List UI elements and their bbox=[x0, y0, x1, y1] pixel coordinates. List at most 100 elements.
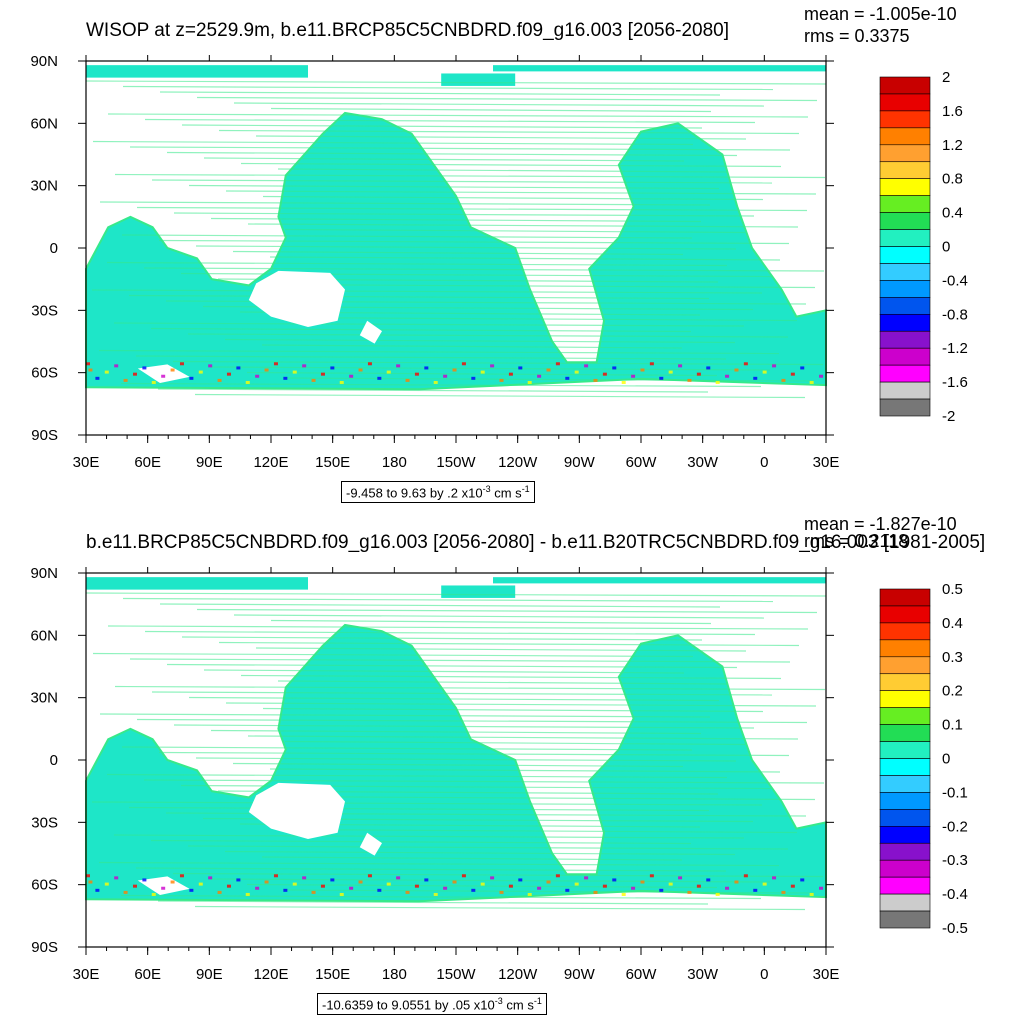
range-unit: cm s bbox=[490, 485, 522, 501]
colorbar-label: 0.4 bbox=[942, 615, 963, 632]
rms-value: rms = 0.2118 bbox=[804, 531, 909, 551]
lon-tick-label: 120E bbox=[253, 454, 288, 471]
top-panel: WISOP at z=2529.9m, b.e11.BRCP85C5CNBDRD… bbox=[30, 4, 968, 504]
colorbar-label: 0.3 bbox=[942, 649, 963, 666]
lon-tick-label: 30W bbox=[687, 454, 719, 471]
colorbar-swatch bbox=[879, 398, 931, 417]
lon-tick-label: 150E bbox=[315, 966, 350, 983]
colorbar-swatch bbox=[879, 297, 931, 315]
lat-tick-label: 30N bbox=[30, 690, 58, 707]
colorbar-label: -0.5 bbox=[942, 920, 968, 937]
colorbar-swatch bbox=[879, 775, 931, 793]
lon-tick-label: 30W bbox=[687, 966, 719, 983]
colorbar-swatch bbox=[879, 758, 931, 776]
lon-tick-label: 180 bbox=[382, 454, 407, 471]
range-unit-exponent: -1 bbox=[533, 996, 542, 1006]
lon-tick-label: 0 bbox=[760, 454, 768, 471]
colorbar-swatch bbox=[879, 127, 931, 146]
colorbar-swatch bbox=[879, 724, 931, 742]
ocean-field bbox=[85, 577, 827, 911]
lon-tick-label: 90W bbox=[564, 966, 596, 983]
colorbar-label: 1.6 bbox=[942, 103, 963, 120]
colorbar-label: 0.4 bbox=[942, 205, 963, 222]
colorbar-swatch bbox=[879, 690, 931, 708]
rms-value: rms = 0.3375 bbox=[804, 26, 910, 46]
colorbar-swatch bbox=[879, 263, 931, 281]
colorbar-swatch bbox=[879, 842, 931, 861]
colorbar-swatch bbox=[879, 792, 931, 810]
contour-range-info: -10.6359 to 9.0551 by .05 x10-3 cm s-1 bbox=[317, 993, 547, 1016]
range-exponent: -3 bbox=[494, 996, 503, 1006]
colorbar-swatch bbox=[879, 347, 931, 366]
lat-tick-label: 60S bbox=[31, 877, 58, 894]
lon-tick-label: 60E bbox=[134, 966, 161, 983]
colorbar-label: -0.1 bbox=[942, 784, 968, 801]
lat-tick-label: 0 bbox=[50, 240, 58, 257]
colorbar-label: -0.3 bbox=[942, 852, 968, 869]
lon-tick-label: 150W bbox=[436, 966, 476, 983]
colorbar-swatch bbox=[879, 588, 931, 607]
lon-tick-label: 150E bbox=[315, 454, 350, 471]
colorbar-label: 0.5 bbox=[942, 581, 963, 598]
colorbar-label: -0.4 bbox=[942, 886, 968, 903]
colorbar-swatch bbox=[879, 195, 931, 213]
lon-tick-label: 0 bbox=[760, 966, 768, 983]
lon-tick-label: 30E bbox=[813, 966, 840, 983]
lat-tick-label: 90N bbox=[30, 565, 58, 582]
colorbar-label: 1.2 bbox=[942, 137, 963, 154]
colorbar-swatch bbox=[879, 622, 931, 641]
lat-tick-label: 90N bbox=[30, 53, 58, 70]
lon-tick-label: 90W bbox=[564, 454, 596, 471]
colorbar-swatch bbox=[879, 229, 931, 247]
lon-tick-label: 120E bbox=[253, 966, 288, 983]
mean-value: mean = -1.827e-10 bbox=[804, 514, 957, 534]
colorbar-swatch bbox=[879, 893, 931, 912]
lat-tick-label: 60N bbox=[30, 627, 58, 644]
lon-tick-label: 60E bbox=[134, 454, 161, 471]
colorbar-swatch bbox=[879, 212, 931, 230]
lon-tick-label: 90E bbox=[196, 966, 223, 983]
colorbar-swatch bbox=[879, 246, 931, 264]
lon-tick-label: 30E bbox=[73, 454, 100, 471]
colorbar-swatch bbox=[879, 876, 931, 895]
lon-tick-label: 30E bbox=[813, 454, 840, 471]
lon-tick-label: 60W bbox=[626, 454, 658, 471]
mean-value: mean = -1.005e-10 bbox=[804, 4, 957, 24]
colorbar-swatch bbox=[879, 656, 931, 675]
colorbar-label: -0.8 bbox=[942, 306, 968, 323]
colorbar-label: -2 bbox=[942, 408, 955, 425]
colorbar-swatch bbox=[879, 673, 931, 692]
colorbar-swatch bbox=[879, 110, 931, 129]
lon-tick-label: 180 bbox=[382, 966, 407, 983]
colorbar-swatch bbox=[879, 639, 931, 658]
lat-tick-label: 30N bbox=[30, 178, 58, 195]
colorbar-swatch bbox=[879, 707, 931, 725]
colorbar-label: 0.1 bbox=[942, 717, 963, 734]
lon-tick-label: 30E bbox=[73, 966, 100, 983]
range-unit-exponent: -1 bbox=[521, 484, 530, 494]
lat-tick-label: 60S bbox=[31, 365, 58, 382]
colorbar-label: -0.4 bbox=[942, 272, 968, 289]
panel-title: b.e11.BRCP85C5CNBDRD.f09_g16.003 [2056-2… bbox=[86, 532, 986, 553]
range-exponent: -3 bbox=[482, 484, 491, 494]
colorbar-swatch bbox=[879, 280, 931, 298]
colorbar-swatch bbox=[879, 330, 931, 349]
range-text: -9.458 to 9.63 by .2 x10 bbox=[346, 485, 483, 501]
colorbar-label: 0.8 bbox=[942, 171, 963, 188]
colorbar-swatch bbox=[879, 809, 931, 827]
colorbar-swatch bbox=[879, 364, 931, 383]
lat-tick-label: 90S bbox=[31, 939, 58, 956]
range-unit: cm s bbox=[502, 997, 534, 1013]
colorbar-swatch bbox=[879, 859, 931, 878]
lon-tick-label: 120W bbox=[498, 454, 538, 471]
colorbar-swatch bbox=[879, 76, 931, 95]
colorbar-swatch bbox=[879, 144, 931, 163]
panel-title: WISOP at z=2529.9m, b.e11.BRCP85C5CNBDRD… bbox=[86, 20, 730, 41]
colorbar-label: 0.2 bbox=[942, 683, 963, 700]
lon-tick-label: 150W bbox=[436, 454, 476, 471]
lon-tick-label: 120W bbox=[498, 966, 538, 983]
colorbar-swatch bbox=[879, 605, 931, 624]
colorbar-swatch bbox=[879, 178, 931, 196]
colorbar-swatch bbox=[879, 381, 931, 400]
bottom-panel: b.e11.BRCP85C5CNBDRD.f09_g16.003 [2056-2… bbox=[0, 512, 1024, 1024]
